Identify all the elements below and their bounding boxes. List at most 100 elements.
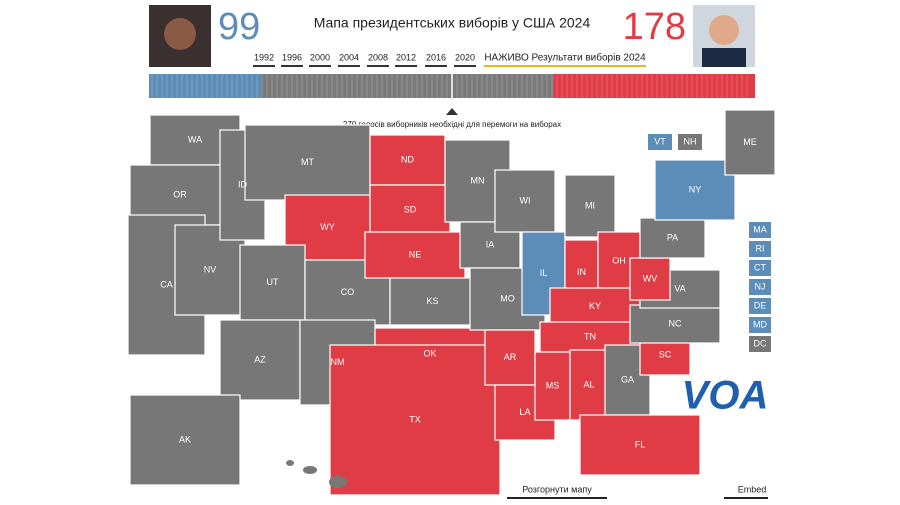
button-underline — [724, 497, 768, 499]
state[interactable] — [239, 244, 306, 321]
small-state-box[interactable] — [749, 279, 771, 295]
state-label: AZ — [254, 354, 266, 364]
year-tab[interactable]: 2020 — [455, 52, 475, 62]
state[interactable] — [329, 344, 501, 496]
expand-button[interactable]: Розгорнути мапу — [522, 484, 592, 494]
year-underline — [367, 65, 389, 67]
state-label: PA — [667, 232, 678, 242]
state-label: IN — [577, 267, 586, 277]
state[interactable] — [534, 351, 571, 421]
button-underline — [507, 497, 607, 499]
state-label: OK — [423, 348, 436, 358]
small-state-box[interactable] — [678, 134, 702, 150]
state-label: WY — [320, 222, 335, 232]
small-state-box[interactable] — [749, 298, 771, 314]
state-label: UT — [267, 277, 279, 287]
small-state-box[interactable] — [749, 317, 771, 333]
year-underline — [425, 65, 447, 67]
hawaii-island — [329, 476, 347, 488]
state-label: IA — [486, 239, 495, 249]
state[interactable] — [219, 319, 301, 401]
state[interactable] — [129, 394, 241, 486]
state[interactable] — [484, 329, 536, 386]
state-label: SD — [404, 204, 417, 214]
state[interactable] — [244, 124, 371, 201]
year-tab[interactable]: 2000 — [310, 52, 330, 62]
year-tab[interactable]: 2016 — [426, 52, 446, 62]
year-tab[interactable]: 1992 — [254, 52, 274, 62]
state-label: NE — [409, 249, 422, 259]
state[interactable] — [369, 184, 451, 236]
title: Мапа президентських виборів у США 2024 — [314, 15, 591, 31]
state[interactable] — [604, 344, 651, 416]
state[interactable] — [564, 174, 616, 238]
state-label: ID — [238, 179, 248, 189]
state[interactable] — [389, 277, 476, 326]
small-state-label: VT — [654, 136, 666, 146]
state-label: MO — [500, 293, 515, 303]
bar-caption: 270 голосів виборників необхідні для пер… — [343, 120, 561, 129]
state-label: FL — [635, 439, 646, 449]
small-state-label: NH — [684, 136, 697, 146]
dem-bar — [149, 74, 261, 98]
year-tab[interactable]: 2008 — [368, 52, 388, 62]
year-tab[interactable]: 1996 — [282, 52, 302, 62]
state-label: TX — [409, 414, 421, 424]
small-state-box[interactable] — [749, 241, 771, 257]
state-label: NY — [689, 184, 702, 194]
state-label: TN — [584, 331, 596, 341]
state-label: KY — [589, 301, 601, 311]
state-label: LA — [519, 407, 530, 417]
state[interactable] — [629, 257, 671, 301]
year-underline — [338, 65, 360, 67]
year-tab[interactable]: 2012 — [396, 52, 416, 62]
state-label: MT — [301, 157, 314, 167]
state-label: CO — [341, 287, 355, 297]
state-label: AL — [583, 379, 594, 389]
rep-votes: 178 — [623, 6, 686, 48]
state-label: NM — [331, 357, 345, 367]
state[interactable] — [724, 109, 776, 176]
year-underline — [253, 65, 275, 67]
small-state-box[interactable] — [749, 222, 771, 238]
state[interactable] — [579, 414, 701, 476]
year-underline — [309, 65, 331, 67]
state-label: MN — [471, 175, 485, 185]
state-label: NC — [669, 318, 682, 328]
small-state-label: DE — [754, 300, 767, 310]
state[interactable] — [549, 287, 641, 326]
state[interactable] — [639, 217, 706, 259]
state-label: MS — [546, 380, 560, 390]
majority-marker — [446, 108, 458, 115]
dem-votes: 99 — [218, 6, 260, 48]
state-label: AK — [179, 434, 191, 444]
state-label: NV — [204, 264, 217, 274]
hawaii-island — [286, 460, 294, 466]
live-underline — [484, 65, 646, 67]
state[interactable] — [629, 304, 721, 344]
state-label: WV — [643, 273, 658, 283]
state-label: SC — [659, 349, 672, 359]
live-tab[interactable]: НАЖИВО Результати виборів 2024 — [484, 52, 646, 64]
small-state-box[interactable] — [648, 134, 672, 150]
state-label: IL — [540, 268, 548, 278]
embed-button[interactable]: Embed — [738, 484, 767, 494]
state[interactable] — [654, 159, 736, 221]
small-state-label: MD — [753, 319, 767, 329]
small-state-label: CT — [754, 262, 766, 272]
small-state-label: RI — [756, 243, 765, 253]
state-label: AR — [504, 352, 517, 362]
state-label: WI — [520, 195, 531, 205]
small-state-box[interactable] — [749, 336, 771, 352]
small-state-box[interactable] — [749, 260, 771, 276]
year-tab[interactable]: 2004 — [339, 52, 359, 62]
year-underline — [395, 65, 417, 67]
hawaii-island — [303, 466, 317, 474]
state-label: OR — [173, 189, 187, 199]
state-label: KS — [426, 296, 438, 306]
state-label: OH — [612, 255, 626, 265]
photo-face — [164, 18, 196, 50]
state-label: ME — [743, 137, 757, 147]
small-state-label: DC — [754, 338, 767, 348]
